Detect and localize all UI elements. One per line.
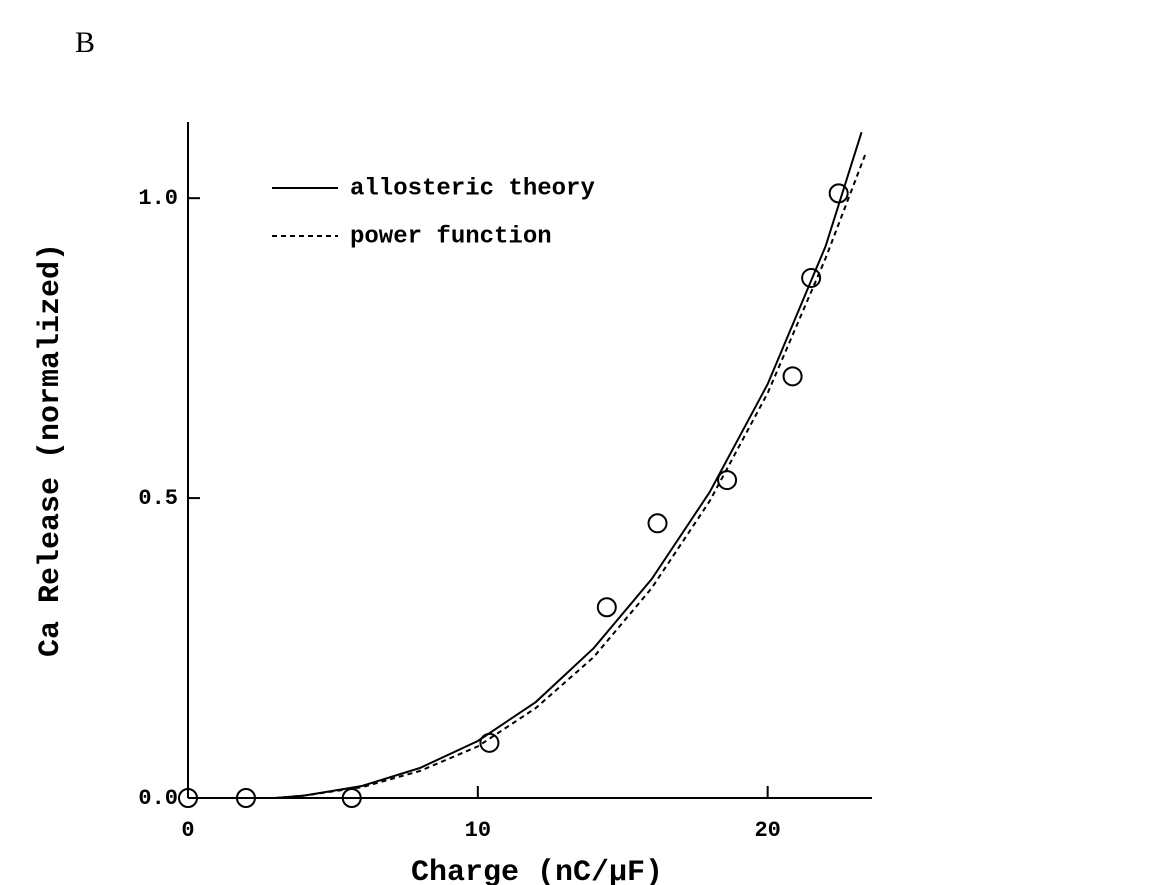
data-point — [178, 788, 198, 808]
curve — [274, 151, 868, 799]
data-point — [235, 788, 256, 808]
data-point — [341, 788, 362, 808]
x-tick-label: 0 — [181, 818, 194, 843]
data-point — [782, 366, 803, 387]
legend-label: allosteric theory — [350, 175, 595, 202]
data-point — [828, 183, 849, 204]
x-axis-label: Charge (nC/μF) — [411, 856, 663, 885]
x-tick-label: 20 — [754, 818, 780, 843]
data-point — [479, 732, 500, 753]
legend-label: power function — [350, 223, 552, 250]
data-point — [717, 470, 738, 491]
y-tick-label: 0.5 — [138, 486, 178, 511]
x-tick-label: 10 — [465, 818, 491, 843]
y-tick-label: 1.0 — [138, 186, 178, 211]
y-tick-label: 0.0 — [138, 786, 178, 811]
curve — [274, 131, 863, 799]
y-axis-label: Ca Release (normalized) — [34, 243, 68, 657]
data-point — [596, 597, 617, 618]
data-point — [647, 513, 668, 534]
data-point — [801, 267, 822, 288]
panel-label: B — [75, 26, 95, 59]
